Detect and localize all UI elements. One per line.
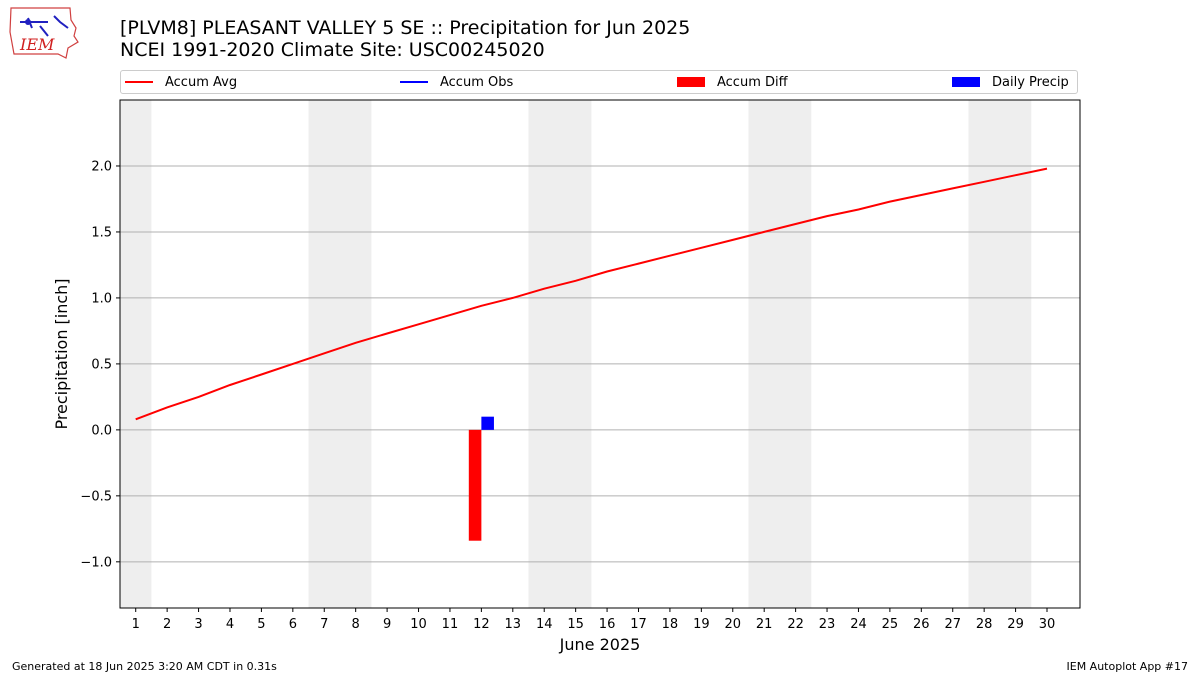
- x-axis-label: June 2025: [559, 635, 641, 654]
- x-tick-label: 25: [882, 617, 899, 632]
- x-tick-label: 21: [756, 617, 773, 632]
- legend-item-daily-precip: Daily Precip: [952, 71, 1069, 93]
- x-tick-label: 22: [787, 617, 804, 632]
- legend-swatch-accum-obs: [400, 81, 428, 83]
- x-tick-label: 8: [352, 617, 360, 632]
- x-tick-label: 28: [976, 617, 993, 632]
- x-tick-label: 4: [226, 617, 234, 632]
- bar-daily-precip: [481, 416, 494, 430]
- legend-label-accum-avg: Accum Avg: [165, 74, 238, 90]
- x-tick-label: 5: [257, 617, 265, 632]
- legend-item-accum-obs: Accum Obs: [400, 71, 513, 93]
- series-line-accum-avg: [135, 167, 1048, 421]
- x-tick-label: 26: [913, 617, 930, 632]
- x-tick-label: 12: [473, 617, 490, 632]
- legend-item-accum-avg: Accum Avg: [125, 71, 237, 93]
- x-tick-label: 13: [505, 617, 522, 632]
- x-tick-label: 24: [850, 617, 867, 632]
- weekend-band-0: [120, 100, 152, 608]
- legend-swatch-daily-precip: [952, 77, 980, 87]
- svg-text:IEM: IEM: [19, 35, 55, 54]
- x-tick-label: 27: [944, 617, 961, 632]
- y-tick-label: 1.0: [91, 291, 112, 306]
- x-tick-label: 7: [320, 617, 328, 632]
- weekend-band-4: [968, 100, 1032, 608]
- x-tick-label: 19: [693, 617, 710, 632]
- chart-subtitle: NCEI 1991-2020 Climate Site: USC00245020: [120, 39, 545, 61]
- legend-swatch-accum-diff: [677, 77, 705, 87]
- y-axis-label: Precipitation [inch]: [52, 278, 71, 429]
- y-tick-label: −1.0: [80, 555, 112, 570]
- legend-label-accum-diff: Accum Diff: [717, 74, 788, 90]
- bar-accum-diff: [468, 429, 482, 541]
- x-tick-label: 18: [662, 617, 679, 632]
- weekend-band-3: [748, 100, 812, 608]
- x-tick-label: 6: [289, 617, 297, 632]
- x-tick-label: 11: [442, 617, 459, 632]
- x-tick-label: 20: [724, 617, 741, 632]
- x-tick-label: 17: [630, 617, 647, 632]
- y-tick-label: 0.5: [91, 357, 112, 372]
- legend-label-accum-obs: Accum Obs: [440, 74, 514, 90]
- weekend-band-2: [528, 100, 592, 608]
- footer-generated: Generated at 18 Jun 2025 3:20 AM CDT in …: [12, 660, 277, 673]
- y-tick-label: 0.0: [91, 423, 112, 438]
- x-tick-label: 2: [163, 617, 171, 632]
- x-tick-label: 10: [410, 617, 427, 632]
- x-tick-label: 9: [383, 617, 391, 632]
- legend: Accum Avg Accum Obs Accum Diff Daily Pre…: [120, 70, 1078, 94]
- x-tick-label: 30: [1039, 617, 1056, 632]
- y-tick-label: 1.5: [91, 225, 112, 240]
- iem-logo: IEM: [9, 7, 79, 59]
- plot-frame: [119, 99, 1081, 609]
- legend-label-daily-precip: Daily Precip: [992, 74, 1069, 90]
- legend-swatch-accum-avg: [125, 81, 153, 83]
- x-tick-label: 29: [1007, 617, 1024, 632]
- y-tick-label: −0.5: [80, 489, 112, 504]
- chart-title: [PLVM8] PLEASANT VALLEY 5 SE :: Precipit…: [120, 17, 691, 39]
- x-tick-label: 16: [599, 617, 616, 632]
- x-tick-label: 23: [819, 617, 836, 632]
- x-tick-label: 15: [567, 617, 584, 632]
- weekend-band-1: [308, 100, 372, 608]
- legend-item-accum-diff: Accum Diff: [677, 71, 788, 93]
- y-tick-label: 2.0: [91, 159, 112, 174]
- x-tick-label: 3: [194, 617, 202, 632]
- footer-app: IEM Autoplot App #17: [1066, 660, 1189, 673]
- x-tick-label: 1: [132, 617, 140, 632]
- x-tick-label: 14: [536, 617, 553, 632]
